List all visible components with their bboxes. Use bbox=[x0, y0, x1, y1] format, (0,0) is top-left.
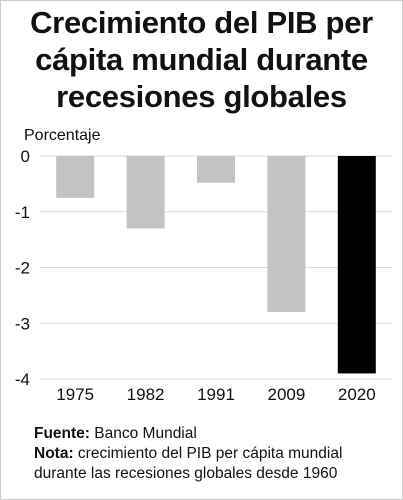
y-tick-labels: 0 -1 -2 -3 -4 bbox=[15, 147, 30, 389]
y-tick-label: 0 bbox=[21, 147, 30, 166]
bar-2009 bbox=[267, 156, 306, 313]
source-label: Fuente: bbox=[34, 425, 90, 442]
x-tick-label: 1975 bbox=[56, 385, 94, 404]
y-tick-label: -1 bbox=[15, 203, 30, 222]
y-tick-label: -4 bbox=[15, 370, 30, 389]
source-text: Banco Mundial bbox=[94, 425, 197, 442]
bar-2020 bbox=[337, 156, 376, 374]
x-tick-label: 1991 bbox=[197, 385, 235, 404]
note-line: Nota: crecimiento del PIB per cápita mun… bbox=[34, 444, 394, 484]
y-tick-label: -2 bbox=[15, 259, 30, 278]
source-line: Fuente: Banco Mundial bbox=[34, 424, 394, 444]
x-tick-label: 2020 bbox=[338, 385, 376, 404]
title-line-1: Crecimiento del PIB per bbox=[30, 5, 373, 40]
title-line-2: cápita mundial durante bbox=[35, 42, 368, 77]
bars bbox=[56, 156, 376, 374]
x-tick-label: 2009 bbox=[267, 385, 305, 404]
bar-1991 bbox=[197, 156, 235, 183]
footer-notes: Fuente: Banco Mundial Nota: crecimiento … bbox=[34, 424, 394, 484]
y-axis-label: Porcentaje bbox=[24, 127, 101, 144]
bar-1982 bbox=[126, 156, 165, 229]
x-tick-label: 1982 bbox=[127, 385, 165, 404]
note-label: Nota: bbox=[34, 445, 74, 462]
chart-title: Crecimiento del PIB per cápita mundial d… bbox=[0, 4, 403, 115]
title-line-3: recesiones globales bbox=[56, 79, 347, 114]
note-text: crecimiento del PIB per cápita mundial d… bbox=[34, 445, 343, 482]
bar-1975 bbox=[56, 156, 95, 198]
x-tick-labels: 1975 1982 1991 2009 2020 bbox=[56, 385, 375, 404]
y-tick-label: -3 bbox=[15, 314, 30, 333]
